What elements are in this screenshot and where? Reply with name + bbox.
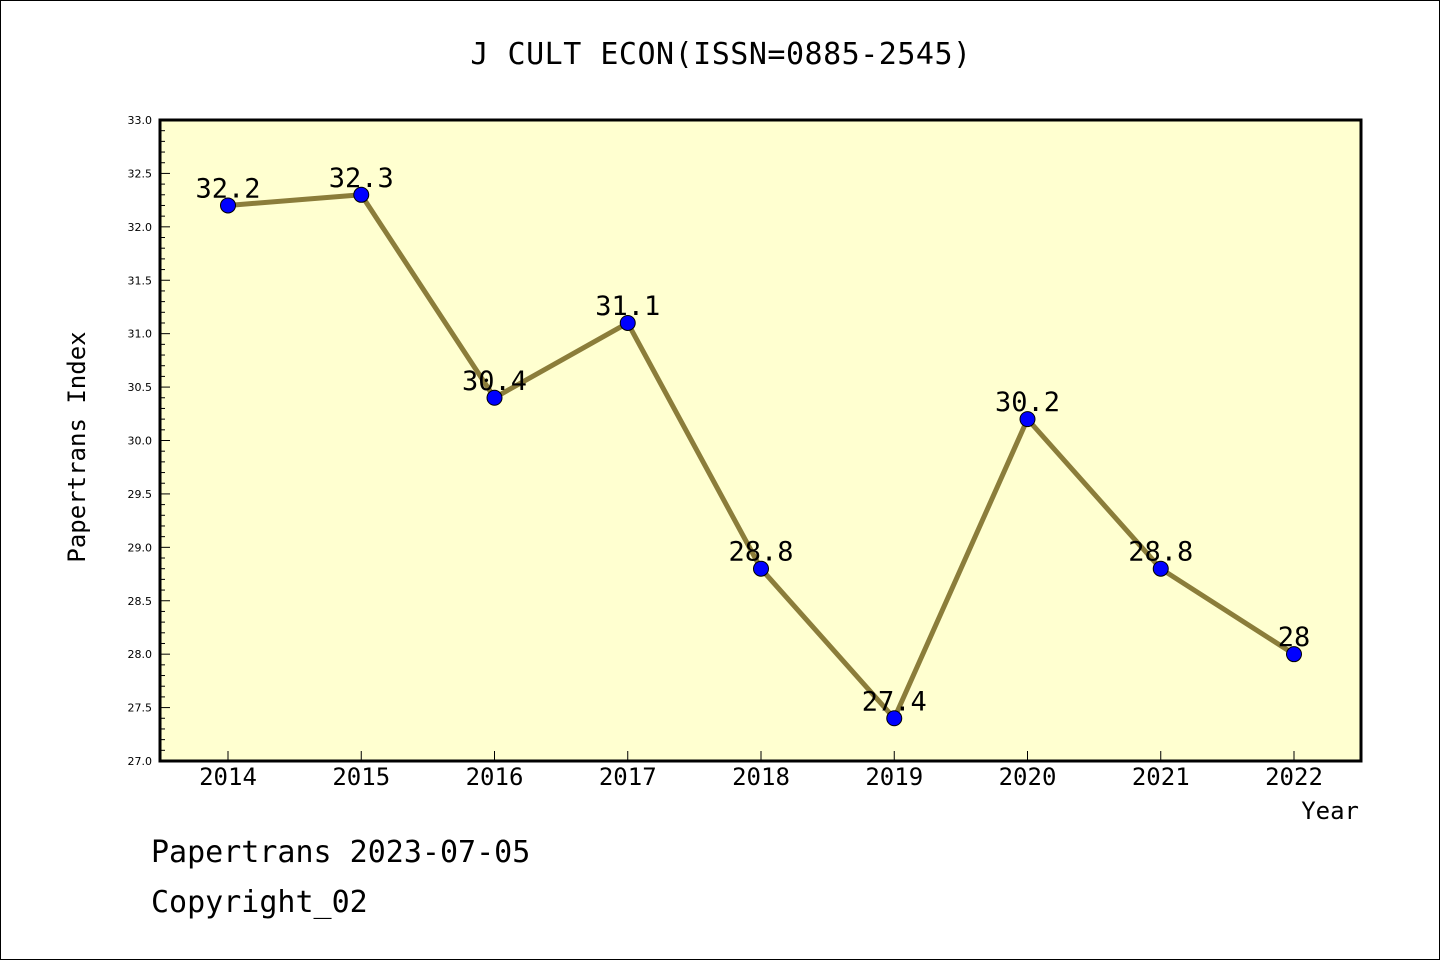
data-point [619, 314, 636, 331]
x-tick-label: 2020 [999, 763, 1057, 791]
data-label: 31.1 [595, 291, 660, 322]
data-label: 27.4 [862, 686, 927, 717]
y-tick-label: 28.5 [128, 595, 153, 608]
x-tick-label: 2019 [865, 763, 923, 791]
data-point [1019, 411, 1036, 428]
footer-copyright: Copyright_02 [151, 885, 368, 920]
y-tick-label: 27.0 [128, 755, 153, 768]
data-label: 28 [1278, 622, 1311, 653]
x-axis-label: Year [1301, 797, 1359, 825]
data-point [886, 710, 903, 727]
y-tick-label: 29.5 [128, 488, 153, 501]
x-tick-label: 2021 [1132, 763, 1190, 791]
x-tick-label: 2014 [199, 763, 257, 791]
data-label: 32.3 [329, 163, 394, 194]
y-tick-label: 30.0 [128, 435, 153, 448]
x-axis: 2014 2015 2016 2017 2018 2019 2020 2021 2022 [199, 751, 1323, 791]
y-tick-label: 31.5 [128, 274, 153, 287]
plot-area [160, 120, 1361, 761]
x-tick-label: 2022 [1265, 763, 1323, 791]
data-point [220, 197, 236, 214]
data-label: 28.8 [1128, 537, 1193, 568]
data-point [486, 389, 503, 406]
plot-border [158, 118, 1363, 763]
y-axis: 27.0 27.5 28.0 28.5 29.0 29.5 30.0 30.5 31.0 31.5… [128, 114, 170, 768]
data-label: 32.2 [195, 173, 260, 204]
y-tick-label: 27.5 [128, 702, 153, 715]
y-tick-label: 32.0 [128, 221, 153, 234]
data-label: 28.8 [728, 537, 793, 568]
x-tick-label: 2017 [599, 763, 657, 791]
x-tick-label: 2015 [332, 763, 390, 791]
y-tick-label: 31.0 [128, 328, 153, 341]
data-point [1152, 560, 1169, 577]
data-point [1286, 646, 1302, 663]
y-tick-label: 30.5 [128, 381, 153, 394]
data-point [753, 560, 769, 577]
y-tick-label: 33.0 [128, 114, 153, 127]
x-tick-label: 2018 [732, 763, 790, 791]
data-labels: 32.2 32.3 30.4 31.1 28.8 27.4 30.2 28.8 28 [195, 163, 1310, 717]
x-tick-label: 2016 [466, 763, 524, 791]
data-label: 30.4 [462, 366, 527, 397]
series-markers [220, 186, 1302, 727]
data-label: 30.2 [995, 387, 1060, 418]
data-point [353, 186, 370, 203]
y-tick-label: 32.5 [128, 167, 153, 180]
footer-date: Papertrans 2023-07-05 [151, 835, 531, 870]
chart-title: J CULT ECON(ISSN=0885-2545) [470, 37, 972, 72]
y-tick-label: 29.0 [128, 541, 153, 554]
y-tick-label: 28.0 [128, 648, 153, 661]
